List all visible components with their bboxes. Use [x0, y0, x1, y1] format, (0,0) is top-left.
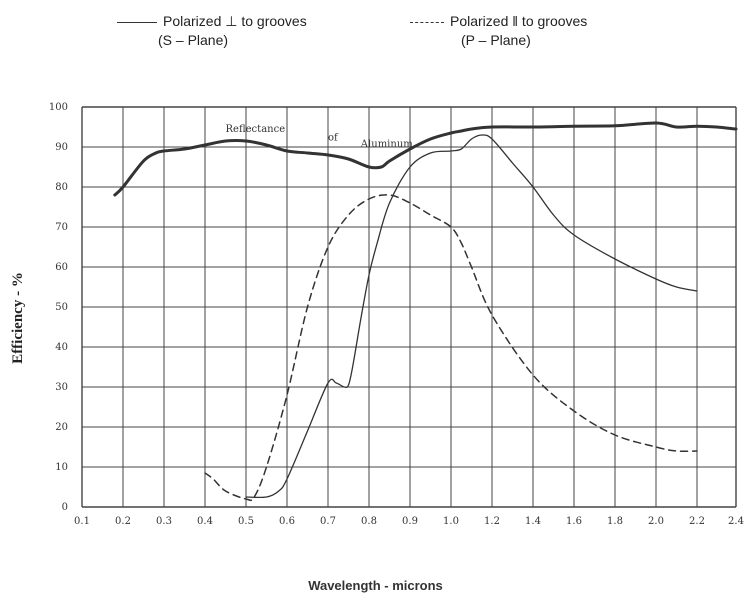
- legend-s-plane: Polarized ⊥ to grooves: [117, 12, 307, 30]
- y-tick-label: 60: [55, 262, 68, 273]
- efficiency-chart: 0 10 20 30 40 50 60 70 80 90 100 0.1 0.2 0.3 0.4 0.5 0.6…: [10, 102, 744, 527]
- x-tick-label: 1.8: [607, 516, 623, 527]
- x-axis-label: Wavelength - microns: [308, 578, 443, 593]
- legend-p-label: Polarized ‖ to grooves: [450, 13, 588, 29]
- legend-s-label: Polarized ⊥ to grooves: [163, 13, 307, 29]
- y-tick-label: 40: [55, 342, 68, 353]
- x-tick-label: 0.8: [361, 516, 377, 527]
- y-tick-label: 50: [55, 302, 68, 313]
- reflectance-aluminum-line: [113, 121, 738, 197]
- chart-series: [113, 121, 738, 502]
- y-tick-label: 0: [62, 502, 68, 513]
- x-tick-label: 0.6: [279, 516, 295, 527]
- x-tick-label: 1.0: [443, 516, 459, 527]
- x-tick-label: 0.4: [197, 516, 213, 527]
- y-tick-label: 80: [55, 182, 68, 193]
- y-tick-label: 100: [49, 102, 68, 113]
- legend-solid-line-swatch: [117, 21, 157, 23]
- legend-dashed-line-swatch: [410, 21, 444, 23]
- legend-p-plane-label: (P – Plane): [461, 32, 531, 48]
- chart-grid: [81, 106, 737, 508]
- p-plane-line: [204, 194, 698, 502]
- legend-p-plane: Polarized ‖ to grooves: [410, 12, 587, 30]
- annotation-word: Aluminum: [360, 139, 413, 150]
- x-tick-label: 2.2: [689, 516, 705, 527]
- x-tick-label: 0.3: [156, 516, 172, 527]
- x-tick-label: 1.6: [566, 516, 582, 527]
- x-tick-label: 0.9: [402, 516, 418, 527]
- y-tick-label: 70: [55, 222, 68, 233]
- y-tick-label: 20: [55, 422, 68, 433]
- y-tick-label: 10: [55, 462, 68, 473]
- y-tick-label: 30: [55, 382, 68, 393]
- x-tick-label: 0.7: [320, 516, 336, 527]
- y-axis-label: Efficiency - %: [10, 272, 26, 364]
- y-tick-label: 90: [55, 142, 68, 153]
- annotation-word: of: [328, 133, 339, 144]
- chart-ticks: 0 10 20 30 40 50 60 70 80 90 100 0.1 0.2 0.3 0.4 0.5 0.6…: [49, 102, 744, 527]
- legend-s-plane-label: (S – Plane): [158, 32, 229, 48]
- x-tick-label: 1.2: [484, 516, 500, 527]
- x-tick-label: 0.2: [115, 516, 131, 527]
- x-tick-label: 0.5: [238, 516, 254, 527]
- x-tick-label: 2.4: [728, 516, 744, 527]
- x-tick-label: 2.0: [648, 516, 664, 527]
- s-plane-line: [245, 134, 698, 499]
- x-tick-label: 0.1: [74, 516, 90, 527]
- reflectance-annotation: Reflectance of Aluminum: [226, 124, 414, 150]
- annotation-word: Reflectance: [226, 124, 286, 135]
- x-tick-label: 1.4: [525, 516, 541, 527]
